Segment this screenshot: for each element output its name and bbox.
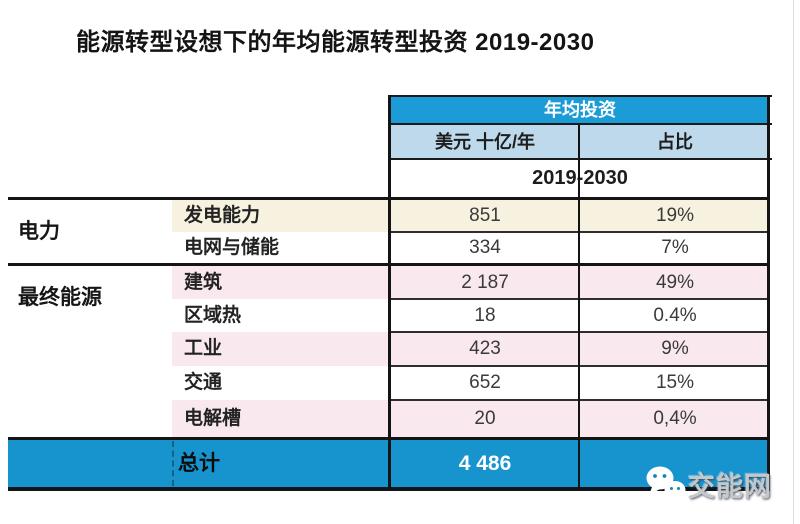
total-bottom-border <box>8 487 770 491</box>
category-generation-capacity: 发电能力 <box>172 200 390 232</box>
column-header-share: 占比 <box>580 125 770 160</box>
divider-value-share <box>578 125 580 488</box>
value-transport: 652 <box>390 366 580 400</box>
value-district-heat: 18 <box>390 299 580 332</box>
value-generation-capacity: 851 <box>390 200 580 232</box>
watermark-text: 交能网 <box>688 471 772 502</box>
total-row-dashed-divider <box>172 441 174 486</box>
header-top-border <box>388 95 772 97</box>
page-title: 能源转型设想下的年均能源转型投资 2019-2030 <box>76 29 595 56</box>
value-grid-storage: 334 <box>390 232 580 263</box>
category-buildings: 建筑 <box>172 266 390 299</box>
header-bottom-border <box>388 123 772 125</box>
category-electrolysers: 电解槽 <box>172 400 390 437</box>
category-grid-storage: 电网与储能 <box>172 232 390 263</box>
value-electrolysers: 20 <box>390 400 580 437</box>
column-header-usd-billion-per-year: 美元 十亿/年 <box>390 125 580 160</box>
total-label: 总计 <box>178 452 220 475</box>
share-generation-capacity: 19% <box>580 200 770 232</box>
share-transport: 15% <box>580 366 770 400</box>
page-edge-line <box>793 0 794 524</box>
table-header-annual-investment: 年均投资 <box>390 95 770 125</box>
subheader-bottom-border <box>388 158 772 160</box>
category-transport: 交通 <box>172 366 390 400</box>
group-label-power: 电力 <box>8 200 172 263</box>
category-district-heat: 区域热 <box>172 299 390 332</box>
value-industry: 423 <box>390 332 580 366</box>
share-industry: 9% <box>580 332 770 366</box>
total-value: 4 486 <box>458 452 512 475</box>
share-buildings: 49% <box>580 266 770 299</box>
share-electrolysers: 0,4% <box>580 400 770 437</box>
group-label-final-energy: 最终能源 <box>8 266 104 437</box>
period-header: 2019-2030 <box>390 160 770 197</box>
share-district-heat: 0.4% <box>580 299 770 332</box>
category-industry: 工业 <box>172 332 390 366</box>
wechat-icon <box>646 466 686 503</box>
share-grid-storage: 7% <box>580 232 770 263</box>
value-buildings: 2 187 <box>390 266 580 299</box>
divider-category-value <box>388 95 391 488</box>
watermark: 交能网 <box>644 458 794 510</box>
table-right-border <box>767 95 770 488</box>
